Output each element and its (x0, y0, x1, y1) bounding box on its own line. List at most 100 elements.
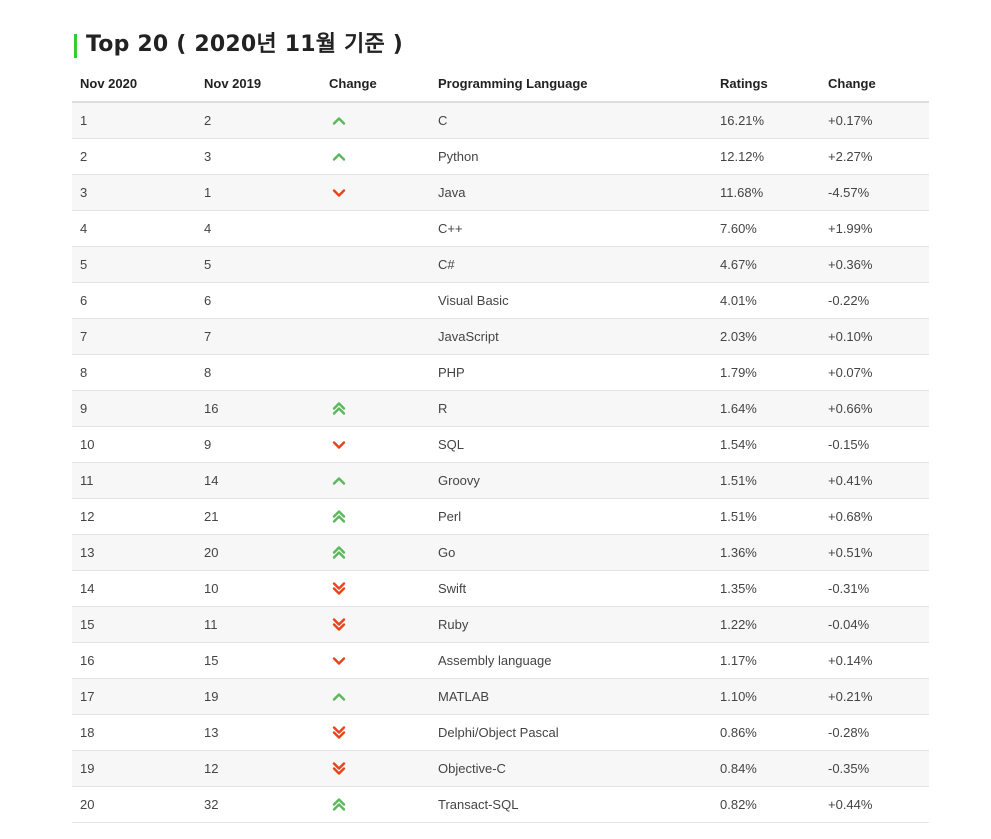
cell-trend (321, 462, 430, 499)
cell-nov2019: 19 (196, 678, 321, 715)
cell-language: Python (430, 138, 712, 175)
cell-rating: 1.51% (712, 498, 820, 535)
cell-language: Transact-SQL (430, 786, 712, 823)
cell-language: Perl (430, 498, 712, 535)
cell-language: Swift (430, 570, 712, 607)
cell-nov2019: 21 (196, 498, 321, 535)
cell-rating: 2.03% (712, 318, 820, 355)
double-chevron-down-icon (332, 761, 346, 775)
cell-nov2020: 17 (72, 678, 196, 715)
cell-language: Groovy (430, 462, 712, 499)
cell-nov2020: 3 (72, 174, 196, 211)
table-row: 15 11 Ruby 1.22% -0.04% (72, 606, 929, 643)
chevron-up-icon (332, 692, 346, 701)
cell-rating: 0.84% (712, 750, 820, 787)
ranking-section: Top 20 ( 2020년 11월 기준 ) Nov 2020 Nov 201… (72, 30, 929, 823)
chevron-up-icon (332, 152, 346, 161)
ranking-table: Nov 2020 Nov 2019 Change Programming Lan… (72, 65, 929, 823)
header-nov2020: Nov 2020 (72, 65, 196, 103)
cell-nov2020: 16 (72, 642, 196, 679)
title-accent-bar (74, 34, 77, 58)
chevron-down-icon (332, 188, 346, 197)
cell-language: SQL (430, 426, 712, 463)
cell-rating: 1.36% (712, 534, 820, 571)
cell-nov2019: 2 (196, 102, 321, 139)
cell-trend (321, 750, 430, 787)
cell-change: -0.15% (820, 426, 929, 463)
cell-trend (321, 102, 430, 139)
cell-nov2019: 11 (196, 606, 321, 643)
cell-trend (321, 354, 430, 391)
cell-nov2019: 7 (196, 318, 321, 355)
table-row: 10 9 SQL 1.54% -0.15% (72, 426, 929, 463)
cell-trend (321, 534, 430, 571)
cell-change: -0.04% (820, 606, 929, 643)
cell-rating: 11.68% (712, 174, 820, 211)
cell-rating: 1.22% (712, 606, 820, 643)
table-header-row: Nov 2020 Nov 2019 Change Programming Lan… (72, 65, 929, 103)
table-row: 1 2 C 16.21% +0.17% (72, 102, 929, 139)
cell-nov2019: 20 (196, 534, 321, 571)
cell-nov2020: 4 (72, 210, 196, 247)
cell-change: -4.57% (820, 174, 929, 211)
cell-change: +0.10% (820, 318, 929, 355)
cell-trend (321, 174, 430, 211)
cell-trend (321, 678, 430, 715)
cell-rating: 4.01% (712, 282, 820, 319)
cell-rating: 12.12% (712, 138, 820, 175)
cell-nov2020: 10 (72, 426, 196, 463)
cell-change: +2.27% (820, 138, 929, 175)
double-chevron-down-icon (332, 617, 346, 631)
table-row: 7 7 JavaScript 2.03% +0.10% (72, 318, 929, 355)
cell-nov2020: 1 (72, 102, 196, 139)
table-row: 18 13 Delphi/Object Pascal 0.86% -0.28% (72, 714, 929, 751)
cell-trend (321, 786, 430, 823)
cell-change: +0.07% (820, 354, 929, 391)
cell-trend (321, 570, 430, 607)
cell-nov2020: 7 (72, 318, 196, 355)
cell-change: +0.14% (820, 642, 929, 679)
cell-language: Go (430, 534, 712, 571)
cell-rating: 16.21% (712, 102, 820, 139)
cell-language: Objective-C (430, 750, 712, 787)
cell-language: C++ (430, 210, 712, 247)
table-body: 1 2 C 16.21% +0.17% 2 3 Python 12.12% +2.27% 3 1 Jav… (72, 102, 929, 823)
cell-change: +0.66% (820, 390, 929, 427)
table-row: 9 16 R 1.64% +0.66% (72, 390, 929, 427)
cell-nov2020: 12 (72, 498, 196, 535)
section-title-text: Top 20 ( 2020년 11월 기준 ) (86, 32, 404, 57)
cell-change: -0.22% (820, 282, 929, 319)
cell-rating: 1.35% (712, 570, 820, 607)
cell-nov2019: 6 (196, 282, 321, 319)
double-chevron-down-icon (332, 581, 346, 595)
cell-nov2019: 32 (196, 786, 321, 823)
chevron-up-icon (332, 116, 346, 125)
cell-language: R (430, 390, 712, 427)
cell-nov2020: 20 (72, 786, 196, 823)
cell-nov2019: 10 (196, 570, 321, 607)
cell-language: JavaScript (430, 318, 712, 355)
cell-nov2019: 8 (196, 354, 321, 391)
cell-change: +0.41% (820, 462, 929, 499)
table-row: 12 21 Perl 1.51% +0.68% (72, 498, 929, 535)
cell-trend (321, 426, 430, 463)
cell-language: Visual Basic (430, 282, 712, 319)
cell-rating: 7.60% (712, 210, 820, 247)
cell-change: +0.36% (820, 246, 929, 283)
cell-language: C# (430, 246, 712, 283)
cell-nov2019: 13 (196, 714, 321, 751)
header-nov2019: Nov 2019 (196, 65, 321, 103)
table-row: 13 20 Go 1.36% +0.51% (72, 534, 929, 571)
cell-change: +0.44% (820, 786, 929, 823)
cell-nov2020: 5 (72, 246, 196, 283)
cell-language: Java (430, 174, 712, 211)
cell-rating: 1.17% (712, 642, 820, 679)
table-row: 14 10 Swift 1.35% -0.31% (72, 570, 929, 607)
double-chevron-up-icon (332, 797, 346, 811)
cell-rating: 1.51% (712, 462, 820, 499)
cell-change: -0.28% (820, 714, 929, 751)
cell-language: Delphi/Object Pascal (430, 714, 712, 751)
cell-nov2020: 18 (72, 714, 196, 751)
cell-change: +0.51% (820, 534, 929, 571)
header-ratings: Ratings (712, 65, 820, 103)
